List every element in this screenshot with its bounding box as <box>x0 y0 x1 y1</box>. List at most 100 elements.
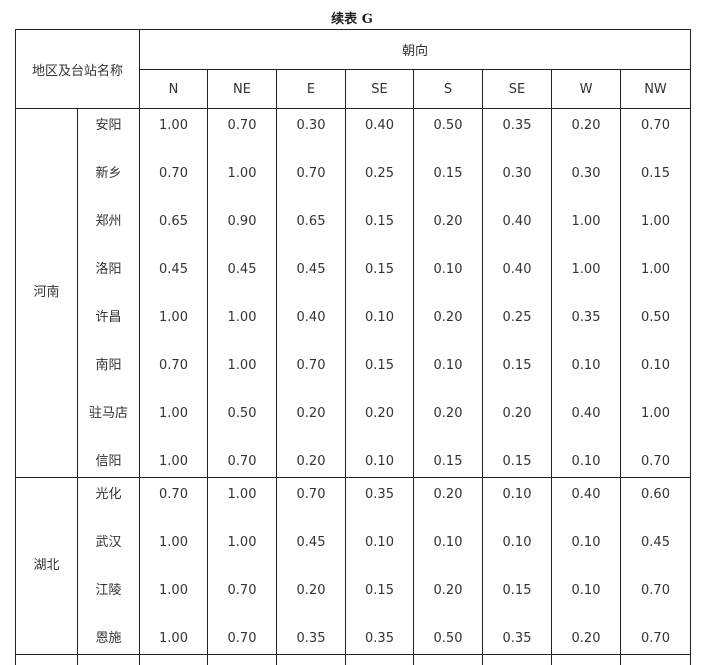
value-cell: 0.20 <box>414 301 483 349</box>
value-cell: 0.40 <box>277 301 346 349</box>
value-cell: 1.00 <box>208 478 277 526</box>
value-cell: 0.10 <box>552 574 621 622</box>
value-cell: 0.50 <box>414 109 483 157</box>
value-cell: 0.20 <box>277 397 346 445</box>
value-cell: 0.20 <box>277 445 346 478</box>
region-station-header: 地区及台站名称 <box>16 30 140 109</box>
value-cell: 1.00 <box>208 157 277 205</box>
value-cell: 1.00 <box>208 301 277 349</box>
value-cell: 1.00 <box>621 397 691 445</box>
value-cell: 0.20 <box>552 109 621 157</box>
value-cell: 0.70 <box>208 445 277 478</box>
value-cell: 0.50 <box>621 301 691 349</box>
continued-row-cell <box>208 655 277 665</box>
station-name: 武汉 <box>78 526 140 574</box>
value-cell: 0.10 <box>346 526 414 574</box>
station-name: 驻马店 <box>78 397 140 445</box>
value-cell: 1.00 <box>140 301 208 349</box>
value-cell: 1.00 <box>208 349 277 397</box>
value-cell: 0.15 <box>483 349 552 397</box>
value-cell: 0.15 <box>414 445 483 478</box>
value-cell: 1.00 <box>140 526 208 574</box>
value-cell: 0.70 <box>140 157 208 205</box>
value-cell: 0.35 <box>483 622 552 655</box>
direction-header: E <box>277 70 346 109</box>
value-cell: 0.10 <box>621 349 691 397</box>
value-cell: 0.15 <box>483 445 552 478</box>
value-cell: 0.15 <box>346 574 414 622</box>
value-cell: 0.10 <box>346 445 414 478</box>
continued-row-cell <box>16 655 78 665</box>
value-cell: 0.50 <box>414 622 483 655</box>
value-cell: 0.45 <box>208 253 277 301</box>
continued-row-cell <box>552 655 621 665</box>
station-name: 信阳 <box>78 445 140 478</box>
value-cell: 0.70 <box>140 478 208 526</box>
station-name: 许昌 <box>78 301 140 349</box>
direction-header: NE <box>208 70 277 109</box>
value-cell: 0.70 <box>277 157 346 205</box>
value-cell: 0.40 <box>552 397 621 445</box>
value-cell: 0.30 <box>483 157 552 205</box>
value-cell: 0.30 <box>552 157 621 205</box>
direction-header: S <box>414 70 483 109</box>
value-cell: 1.00 <box>621 205 691 253</box>
station-name: 新乡 <box>78 157 140 205</box>
value-cell: 0.20 <box>414 478 483 526</box>
value-cell: 0.10 <box>552 445 621 478</box>
value-cell: 0.70 <box>277 349 346 397</box>
continued-row-cell <box>414 655 483 665</box>
value-cell: 0.25 <box>346 157 414 205</box>
value-cell: 0.40 <box>483 205 552 253</box>
province-cell: 湖北 <box>16 478 78 655</box>
value-cell: 1.00 <box>140 574 208 622</box>
value-cell: 0.20 <box>552 622 621 655</box>
direction-header: SE <box>483 70 552 109</box>
value-cell: 0.35 <box>346 622 414 655</box>
value-cell: 0.20 <box>483 397 552 445</box>
continued-row-cell <box>277 655 346 665</box>
station-name: 南阳 <box>78 349 140 397</box>
value-cell: 0.10 <box>414 253 483 301</box>
value-cell: 0.40 <box>552 478 621 526</box>
value-cell: 0.35 <box>552 301 621 349</box>
value-cell: 0.35 <box>483 109 552 157</box>
value-cell: 0.70 <box>140 349 208 397</box>
value-cell: 0.15 <box>346 205 414 253</box>
value-cell: 0.70 <box>621 109 691 157</box>
province-cell: 河南 <box>16 109 78 478</box>
value-cell: 1.00 <box>140 109 208 157</box>
station-name: 安阳 <box>78 109 140 157</box>
value-cell: 0.15 <box>483 574 552 622</box>
value-cell: 0.30 <box>277 109 346 157</box>
value-cell: 0.90 <box>208 205 277 253</box>
station-name: 郑州 <box>78 205 140 253</box>
value-cell: 1.00 <box>208 526 277 574</box>
value-cell: 0.40 <box>346 109 414 157</box>
value-cell: 0.15 <box>621 157 691 205</box>
value-cell: 0.35 <box>346 478 414 526</box>
station-name: 江陵 <box>78 574 140 622</box>
value-cell: 0.45 <box>621 526 691 574</box>
continued-row-cell <box>78 655 140 665</box>
orientation-header: 朝向 <box>140 30 691 70</box>
value-cell: 1.00 <box>140 397 208 445</box>
direction-header: W <box>552 70 621 109</box>
value-cell: 0.45 <box>140 253 208 301</box>
value-cell: 0.70 <box>621 574 691 622</box>
value-cell: 0.40 <box>483 253 552 301</box>
value-cell: 0.20 <box>414 205 483 253</box>
value-cell: 1.00 <box>552 253 621 301</box>
continued-row-cell <box>140 655 208 665</box>
value-cell: 0.10 <box>483 478 552 526</box>
value-cell: 0.15 <box>346 253 414 301</box>
